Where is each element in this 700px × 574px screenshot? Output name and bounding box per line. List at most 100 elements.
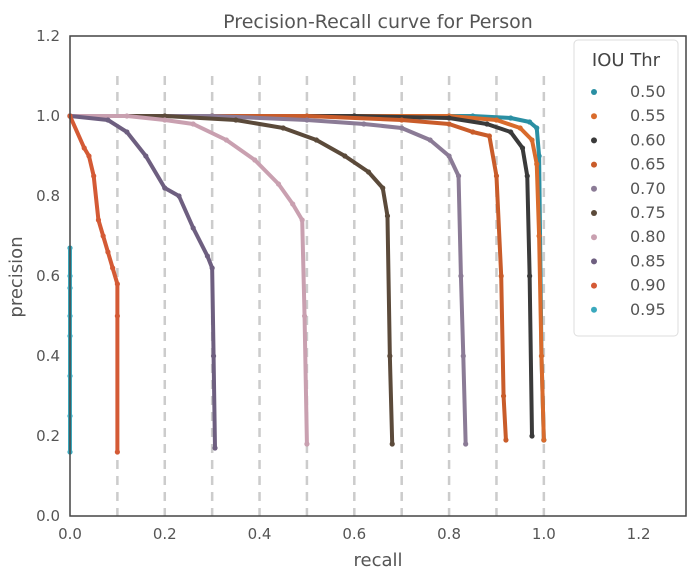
axis-ticks: 0.0 0.2 0.4 0.6 0.8 1.0 1.2 0.0 0.2 0.4 0.6 0.8 1.0 1… bbox=[36, 27, 650, 543]
series-0.85 bbox=[67, 113, 218, 451]
legend-label: 0.50 bbox=[630, 82, 666, 101]
y-tick-label: 0.8 bbox=[36, 187, 60, 205]
plot-frame bbox=[69, 35, 687, 517]
series-0.80 bbox=[67, 113, 310, 447]
data-point bbox=[446, 153, 452, 159]
data-point bbox=[470, 129, 476, 135]
data-point bbox=[252, 157, 258, 163]
series-line bbox=[68, 114, 508, 442]
data-point bbox=[538, 353, 545, 359]
data-point bbox=[114, 313, 120, 319]
legend-marker bbox=[591, 210, 597, 216]
data-point bbox=[210, 353, 217, 359]
data-point bbox=[233, 117, 239, 123]
y-tick-label: 0.6 bbox=[36, 267, 60, 285]
data-point bbox=[493, 173, 500, 179]
data-point bbox=[304, 441, 310, 447]
data-point bbox=[463, 441, 469, 447]
x-tick-label: 0.4 bbox=[248, 525, 272, 543]
legend-marker bbox=[591, 282, 597, 289]
grid-lines bbox=[116, 76, 546, 516]
x-tick-label: 1.0 bbox=[532, 525, 556, 543]
data-point bbox=[519, 145, 526, 151]
legend-marker bbox=[591, 258, 597, 265]
data-point bbox=[105, 117, 111, 123]
data-point bbox=[299, 217, 305, 223]
data-point bbox=[486, 133, 492, 139]
data-point bbox=[114, 449, 120, 455]
data-point bbox=[529, 433, 535, 439]
data-point bbox=[190, 225, 196, 231]
data-point bbox=[455, 173, 462, 179]
data-point bbox=[212, 445, 218, 451]
data-point bbox=[301, 313, 308, 319]
y-tick-label: 1.0 bbox=[36, 107, 60, 125]
data-point bbox=[162, 117, 168, 123]
y-tick-label: 0.4 bbox=[36, 347, 60, 365]
legend-label: 0.65 bbox=[630, 155, 666, 174]
data-point bbox=[508, 129, 514, 135]
data-point bbox=[91, 173, 97, 179]
data-point bbox=[105, 249, 111, 255]
data-point bbox=[500, 393, 507, 399]
data-point bbox=[95, 217, 102, 223]
data-point bbox=[342, 153, 348, 159]
data-point bbox=[204, 253, 211, 259]
data-point bbox=[290, 201, 296, 207]
data-point bbox=[517, 125, 523, 131]
chart-title: Precision-Recall curve for Person bbox=[223, 11, 533, 33]
data-point bbox=[498, 273, 504, 279]
data-point bbox=[541, 437, 547, 443]
data-point bbox=[529, 137, 535, 143]
data-point bbox=[176, 193, 182, 199]
data-point bbox=[534, 125, 540, 131]
y-axis-title: precision bbox=[6, 236, 27, 317]
y-tick-label: 1.2 bbox=[36, 27, 60, 45]
legend-label: 0.80 bbox=[630, 227, 666, 246]
series-line bbox=[68, 114, 120, 454]
data-point bbox=[446, 115, 452, 121]
data-point bbox=[114, 281, 120, 287]
data-point bbox=[124, 129, 130, 135]
data-point bbox=[223, 137, 229, 143]
legend-label: 0.55 bbox=[630, 106, 666, 125]
legend-label: 0.85 bbox=[630, 251, 666, 270]
data-point bbox=[143, 153, 149, 159]
legend-label: 0.70 bbox=[630, 179, 666, 198]
data-point bbox=[536, 153, 542, 159]
legend-marker bbox=[591, 185, 597, 192]
data-point bbox=[503, 437, 509, 443]
data-point bbox=[110, 265, 116, 271]
data-point bbox=[275, 181, 282, 187]
x-tick-label: 0.8 bbox=[437, 525, 461, 543]
data-point bbox=[380, 185, 386, 191]
data-point bbox=[361, 121, 367, 127]
data-point bbox=[534, 161, 540, 167]
legend-label: 0.90 bbox=[630, 276, 666, 295]
x-tick-label: 0.6 bbox=[342, 525, 366, 543]
data-point bbox=[508, 115, 514, 121]
data-point bbox=[81, 145, 87, 151]
data-point bbox=[209, 265, 215, 271]
data-point bbox=[458, 273, 464, 279]
legend: IOU Thr 0.50 0.55 0.60 0.65 0.70 0.75 0.80 0.85 0… bbox=[573, 39, 679, 337]
data-point bbox=[162, 113, 168, 119]
data-point bbox=[190, 121, 196, 127]
data-point bbox=[493, 117, 500, 123]
legend-label: 0.95 bbox=[630, 300, 666, 319]
data-point bbox=[387, 353, 393, 359]
data-point bbox=[460, 353, 466, 359]
data-point bbox=[536, 233, 542, 239]
data-point bbox=[484, 121, 490, 127]
x-tick-label: 0.2 bbox=[153, 525, 177, 543]
series-0.90 bbox=[67, 113, 120, 455]
legend-box bbox=[573, 39, 679, 337]
legend-marker bbox=[591, 89, 597, 95]
data-point bbox=[304, 117, 310, 123]
data-point bbox=[280, 125, 286, 131]
legend-label: 0.75 bbox=[630, 203, 666, 222]
series-0.65 bbox=[67, 113, 509, 443]
x-tick-label: 1.2 bbox=[627, 525, 651, 543]
